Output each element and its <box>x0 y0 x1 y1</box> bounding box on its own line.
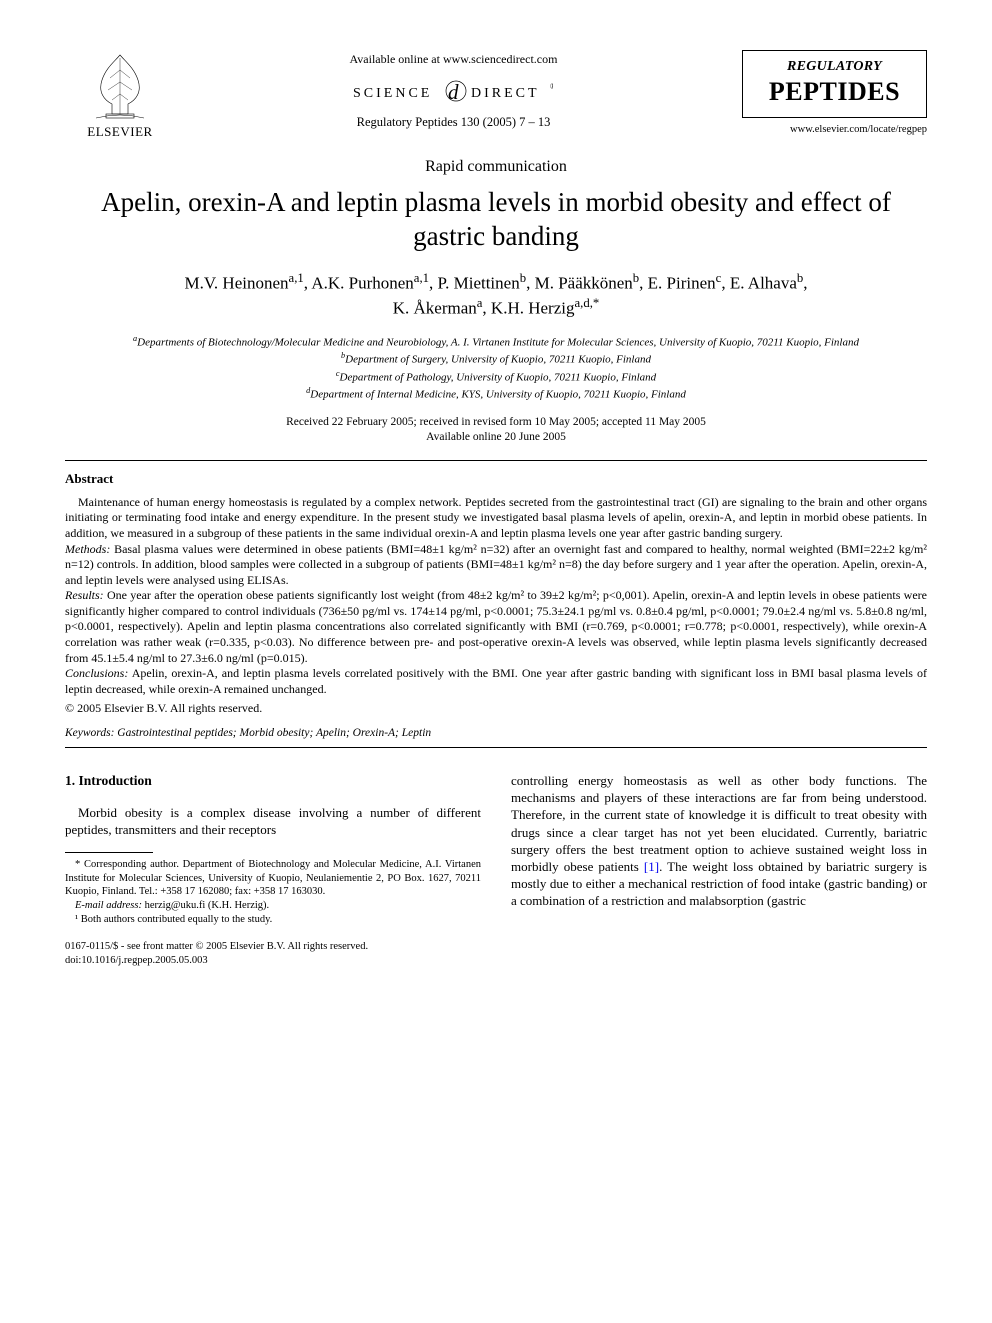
email-value: herzig@uku.fi (K.H. Herzig). <box>142 900 269 911</box>
abstract-results: Results: One year after the operation ob… <box>65 588 927 666</box>
svg-text:DIRECT: DIRECT <box>471 86 540 101</box>
abstract-conclusions: Conclusions: Apelin, orexin-A, and lepti… <box>65 666 927 697</box>
corresponding-author-note: * Corresponding author. Department of Bi… <box>65 858 481 899</box>
intro-paragraph-2: controlling energy homeostasis as well a… <box>511 772 927 909</box>
page-header: ELSEVIER Available online at www.science… <box>65 50 927 140</box>
affiliation-marker: a,d,* <box>574 296 599 310</box>
article-type: Rapid communication <box>65 158 927 176</box>
keywords-label: Keywords: <box>65 727 114 739</box>
author-sep: , E. Pirinen <box>639 273 716 292</box>
abstract-body: Maintenance of human energy homeostasis … <box>65 495 927 717</box>
footnote-separator <box>65 852 153 853</box>
abstract-heading: Abstract <box>65 471 927 487</box>
keywords-text: Gastrointestinal peptides; Morbid obesit… <box>114 727 431 739</box>
methods-text: Basal plasma values were determined in o… <box>65 542 927 587</box>
conclusions-label: Conclusions: <box>65 666 128 680</box>
footnotes-block: * Corresponding author. Department of Bi… <box>65 858 481 926</box>
journal-box-top: REGULATORY <box>753 59 916 75</box>
methods-label: Methods: <box>65 542 110 556</box>
abstract-methods: Methods: Basal plasma values were determ… <box>65 542 927 589</box>
publisher-logo-block: ELSEVIER <box>65 50 175 140</box>
affiliation-d: dDepartment of Internal Medicine, KYS, U… <box>115 385 877 403</box>
author-sep: , M. Pääkkönen <box>526 273 633 292</box>
svg-text:®: ® <box>550 82 553 91</box>
author-sep: , E. Alhava <box>721 273 797 292</box>
two-column-body: 1. Introduction Morbid obesity is a comp… <box>65 772 927 968</box>
publisher-name: ELSEVIER <box>87 124 152 140</box>
copyright-line: © 2005 Elsevier B.V. All rights reserved… <box>65 701 927 717</box>
author-list: M.V. Heinonena,1, A.K. Purhonena,1, P. M… <box>95 270 897 321</box>
author-sep: , P. Miettinen <box>429 273 520 292</box>
journal-box-main: PEPTIDES <box>753 77 916 107</box>
author-sep: , A.K. Purhonen <box>304 273 414 292</box>
keywords-line: Keywords: Gastrointestinal peptides; Mor… <box>65 727 927 739</box>
results-label: Results: <box>65 588 104 602</box>
author-sep: , <box>803 273 807 292</box>
article-title: Apelin, orexin-A and leptin plasma level… <box>95 186 897 254</box>
header-right: REGULATORY PEPTIDES www.elsevier.com/loc… <box>732 50 927 135</box>
author: K. Åkerman <box>393 299 477 318</box>
affiliation-marker: a,1 <box>289 271 304 285</box>
doi-line: doi:10.1016/j.regpep.2005.05.003 <box>65 954 481 968</box>
affiliation-b: bDepartment of Surgery, University of Ku… <box>115 350 877 368</box>
footer-block: 0167-0115/$ - see front matter © 2005 El… <box>65 940 481 967</box>
journal-reference: Regulatory Peptides 130 (2005) 7 – 13 <box>357 115 551 130</box>
elsevier-tree-icon <box>86 50 154 122</box>
email-label: E-mail address: <box>75 900 142 911</box>
column-left: 1. Introduction Morbid obesity is a comp… <box>65 772 481 968</box>
author: M.V. Heinonen <box>184 273 288 292</box>
affiliation-a: aDepartments of Biotechnology/Molecular … <box>115 333 877 351</box>
front-matter-line: 0167-0115/$ - see front matter © 2005 El… <box>65 940 481 954</box>
citation-link[interactable]: [1] <box>644 859 659 874</box>
divider <box>65 747 927 748</box>
author-sep: , K.H. Herzig <box>482 299 574 318</box>
online-date: Available online 20 June 2005 <box>65 430 927 446</box>
results-text: One year after the operation obese patie… <box>65 588 927 664</box>
conclusions-text: Apelin, orexin-A, and leptin plasma leve… <box>65 666 927 696</box>
svg-text:d: d <box>448 80 459 104</box>
affiliation-c: cDepartment of Pathology, University of … <box>115 368 877 386</box>
intro-paragraph-1: Morbid obesity is a complex disease invo… <box>65 804 481 838</box>
equal-contribution-note: ¹ Both authors contributed equally to th… <box>65 913 481 927</box>
svg-text:SCIENCE: SCIENCE <box>353 86 432 101</box>
received-dates: Received 22 February 2005; received in r… <box>65 415 927 431</box>
column-right: controlling energy homeostasis as well a… <box>511 772 927 968</box>
divider <box>65 460 927 461</box>
journal-title-box: REGULATORY PEPTIDES <box>742 50 927 118</box>
header-center: Available online at www.sciencedirect.co… <box>350 50 558 130</box>
available-online-text: Available online at www.sciencedirect.co… <box>350 52 558 67</box>
introduction-heading: 1. Introduction <box>65 772 481 790</box>
sciencedirect-logo-icon: SCIENCE d DIRECT ® <box>353 79 553 105</box>
email-note: E-mail address: herzig@uku.fi (K.H. Herz… <box>65 899 481 913</box>
abstract-intro: Maintenance of human energy homeostasis … <box>65 495 927 542</box>
affiliations-block: aDepartments of Biotechnology/Molecular … <box>115 333 877 403</box>
article-dates: Received 22 February 2005; received in r… <box>65 415 927 446</box>
affiliation-marker: a,1 <box>414 271 429 285</box>
journal-url: www.elsevier.com/locate/regpep <box>790 124 927 135</box>
